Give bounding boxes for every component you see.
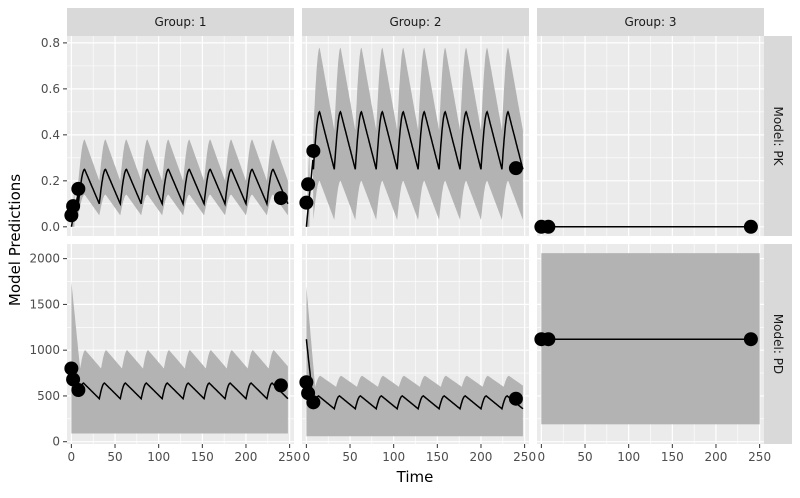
row-strip <box>764 244 792 444</box>
row-strip <box>764 36 792 236</box>
y-tick-label: 0.2 <box>41 174 60 188</box>
x-tick-label: 250 <box>278 450 301 464</box>
x-axis-title: Time <box>396 468 434 486</box>
observed-point <box>64 361 79 376</box>
x-tick-label: 100 <box>147 450 170 464</box>
x-tick-label: 200 <box>470 450 493 464</box>
observed-point <box>541 332 556 347</box>
observed-point <box>299 195 314 210</box>
y-tick-label: 0.6 <box>41 82 60 96</box>
observed-point <box>71 181 86 196</box>
x-tick-label: 250 <box>748 450 771 464</box>
observed-point <box>66 372 81 387</box>
x-tick-label: 50 <box>107 450 122 464</box>
x-tick-label: 100 <box>617 450 640 464</box>
y-tick-label: 0.4 <box>41 128 60 142</box>
observed-point <box>273 378 288 393</box>
observed-point <box>299 375 314 390</box>
observed-point <box>743 332 758 347</box>
observed-point <box>273 191 288 206</box>
x-tick-label: 150 <box>426 450 449 464</box>
x-tick-label: 0 <box>68 450 76 464</box>
y-tick-label: 1000 <box>29 343 60 357</box>
x-tick-label: 250 <box>513 450 536 464</box>
x-tick-label: 0 <box>538 450 546 464</box>
observed-point <box>508 391 523 406</box>
x-tick-label: 0 <box>303 450 311 464</box>
y-tick-label: 0.8 <box>41 36 60 50</box>
x-tick-label: 50 <box>342 450 357 464</box>
observed-point <box>301 177 316 192</box>
y-axis-title: Model Predictions <box>6 174 24 306</box>
x-tick-label: 200 <box>705 450 728 464</box>
y-tick-label: 0 <box>52 435 60 449</box>
prediction-line <box>305 110 524 227</box>
row-strip-label: Model: PK <box>771 107 785 167</box>
column-strip-label: Group: 2 <box>389 15 441 29</box>
x-tick-label: 200 <box>235 450 258 464</box>
column-strip-label: Group: 1 <box>154 15 206 29</box>
confidence-band <box>306 47 523 227</box>
column-strip <box>537 8 764 36</box>
observed-point <box>541 219 556 234</box>
column-strip-label: Group: 3 <box>624 15 676 29</box>
observed-point <box>306 143 321 158</box>
y-tick-label: 0.0 <box>41 220 60 234</box>
observed-point <box>66 199 81 214</box>
y-tick-label: 1500 <box>29 297 60 311</box>
observed-point <box>71 382 86 397</box>
x-tick-label: 150 <box>191 450 214 464</box>
prediction-line <box>70 368 289 401</box>
column-strip <box>302 8 529 36</box>
observed-point <box>306 395 321 410</box>
y-tick-label: 2000 <box>29 252 60 266</box>
confidence-band <box>71 281 288 434</box>
observed-point <box>743 219 758 234</box>
x-tick-label: 100 <box>382 450 405 464</box>
confidence-band <box>71 139 288 227</box>
prediction-line <box>305 339 524 411</box>
column-strip <box>67 8 294 36</box>
observed-point <box>508 161 523 176</box>
row-strip-label: Model: PD <box>771 314 785 374</box>
x-tick-label: 150 <box>661 450 684 464</box>
y-tick-label: 500 <box>37 389 60 403</box>
x-tick-label: 50 <box>577 450 592 464</box>
prediction-line <box>70 168 289 227</box>
